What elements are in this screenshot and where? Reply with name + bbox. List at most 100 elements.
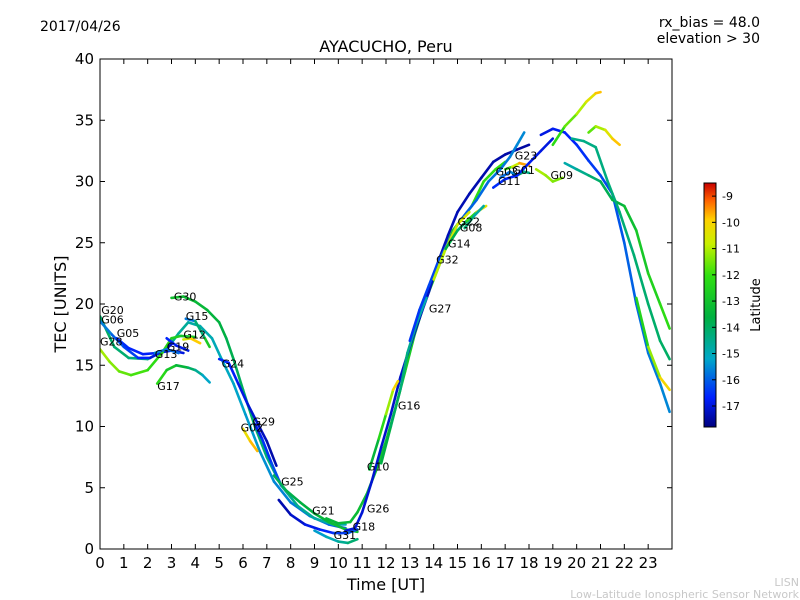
colorbar-tick-label: -16	[722, 374, 740, 387]
satellite-label: G30	[174, 290, 197, 303]
series-segment	[499, 170, 512, 180]
series-segment	[551, 127, 567, 134]
satellite-label: G15	[186, 310, 209, 323]
series-segment	[115, 336, 130, 350]
series-segment	[346, 528, 359, 535]
series-segment	[398, 351, 409, 392]
series-segment	[165, 336, 178, 347]
series-G20	[100, 314, 347, 530]
series-segment	[175, 363, 190, 370]
series-segment	[272, 474, 288, 492]
y-axis-label: TEC [UNITS]	[51, 256, 70, 354]
x-axis: 0 1 2 3 4 5 6 7 8 9 10 11 12 13 14 15 16 17 18 19 20 21 22 23	[95, 59, 658, 572]
series-segment	[503, 174, 519, 181]
x-tick-label: 2	[143, 554, 153, 572]
series-segment	[499, 155, 512, 171]
series-segment	[444, 229, 459, 251]
series-segment	[217, 321, 228, 340]
x-tick-label: 15	[448, 554, 467, 572]
satellite-label: G12	[183, 328, 206, 341]
series-segment	[298, 501, 316, 515]
x-tick-label: 9	[310, 554, 320, 572]
satellite-label: G17	[157, 380, 180, 393]
y-tick-label: 15	[75, 356, 94, 374]
satellite-label: G32	[436, 254, 459, 267]
series-segment	[415, 296, 428, 324]
series-segment	[575, 143, 590, 162]
series-segment	[356, 492, 369, 514]
series-segment	[272, 480, 293, 504]
series-segment	[584, 92, 598, 104]
series-segment	[189, 336, 202, 345]
x-tick-label: 13	[400, 554, 419, 572]
satellite-label: G25	[281, 475, 304, 488]
y-tick-label: 25	[75, 234, 94, 252]
series-segment	[603, 128, 614, 140]
series-segment	[599, 180, 614, 202]
satellite-label: G06	[101, 314, 124, 327]
series-segment	[475, 180, 490, 202]
series-segment	[389, 388, 402, 428]
colorbar-tick-label: -14	[722, 321, 740, 334]
colorbar-tick-label: -17	[722, 400, 740, 413]
y-tick-label: 20	[75, 295, 94, 313]
series-segment	[563, 112, 579, 128]
satellite-label: G21	[312, 505, 335, 518]
satellite-label: G03	[496, 165, 519, 178]
series-segment	[153, 347, 168, 355]
series-segment	[658, 302, 671, 330]
series-segment	[146, 351, 164, 372]
series-segment	[241, 427, 252, 443]
series-segment	[248, 439, 259, 453]
series-segment	[456, 210, 471, 226]
series-segment	[544, 174, 555, 183]
series-segment	[594, 145, 610, 183]
series-segment	[194, 368, 204, 377]
x-tick-label: 23	[639, 554, 658, 572]
series-G16	[379, 296, 428, 465]
x-tick-label: 14	[424, 554, 443, 572]
series-segment	[232, 382, 247, 416]
series-segment	[155, 368, 168, 385]
series-segment	[570, 137, 586, 143]
series-segment	[594, 90, 602, 95]
series-segment	[389, 376, 402, 416]
series-segment	[122, 345, 140, 360]
series-G08	[463, 204, 486, 230]
series-segment	[348, 510, 359, 524]
x-tick-label: 6	[238, 554, 248, 572]
satellite-label: G14	[448, 238, 471, 251]
rx-bias-annotation: rx_bias = 48.0	[659, 15, 760, 31]
satellite-label: G24	[222, 358, 245, 371]
series-segment	[198, 324, 214, 340]
series-segment	[100, 314, 116, 349]
series-G22b	[551, 90, 602, 147]
colorbar-tick-label: -9	[722, 190, 733, 203]
series-segment	[611, 137, 621, 147]
satellite-label: G31	[334, 529, 357, 542]
satellite-label: G10	[367, 461, 390, 474]
series-segment	[634, 229, 650, 275]
x-tick-label: 20	[567, 554, 586, 572]
series-G09	[534, 168, 564, 183]
series-segment	[379, 412, 393, 449]
series-segment	[510, 161, 521, 169]
satellite-label: G05	[117, 327, 140, 340]
elevation-annotation: elevation > 30	[657, 31, 760, 47]
series-segment	[515, 131, 526, 147]
satellite-label: G08	[460, 222, 483, 235]
series-layer	[100, 90, 671, 545]
x-tick-label: 22	[615, 554, 634, 572]
series-segment	[456, 192, 471, 214]
series-segment	[175, 344, 190, 352]
series-segment	[177, 321, 190, 335]
x-tick-label: 16	[472, 554, 491, 572]
series-segment	[370, 445, 383, 483]
series-segment	[482, 168, 497, 183]
series-G14b	[570, 137, 671, 361]
colorbar-tick-label: -15	[722, 348, 740, 361]
series-segment	[634, 296, 650, 349]
series-segment	[206, 308, 221, 324]
series-segment	[201, 373, 211, 384]
